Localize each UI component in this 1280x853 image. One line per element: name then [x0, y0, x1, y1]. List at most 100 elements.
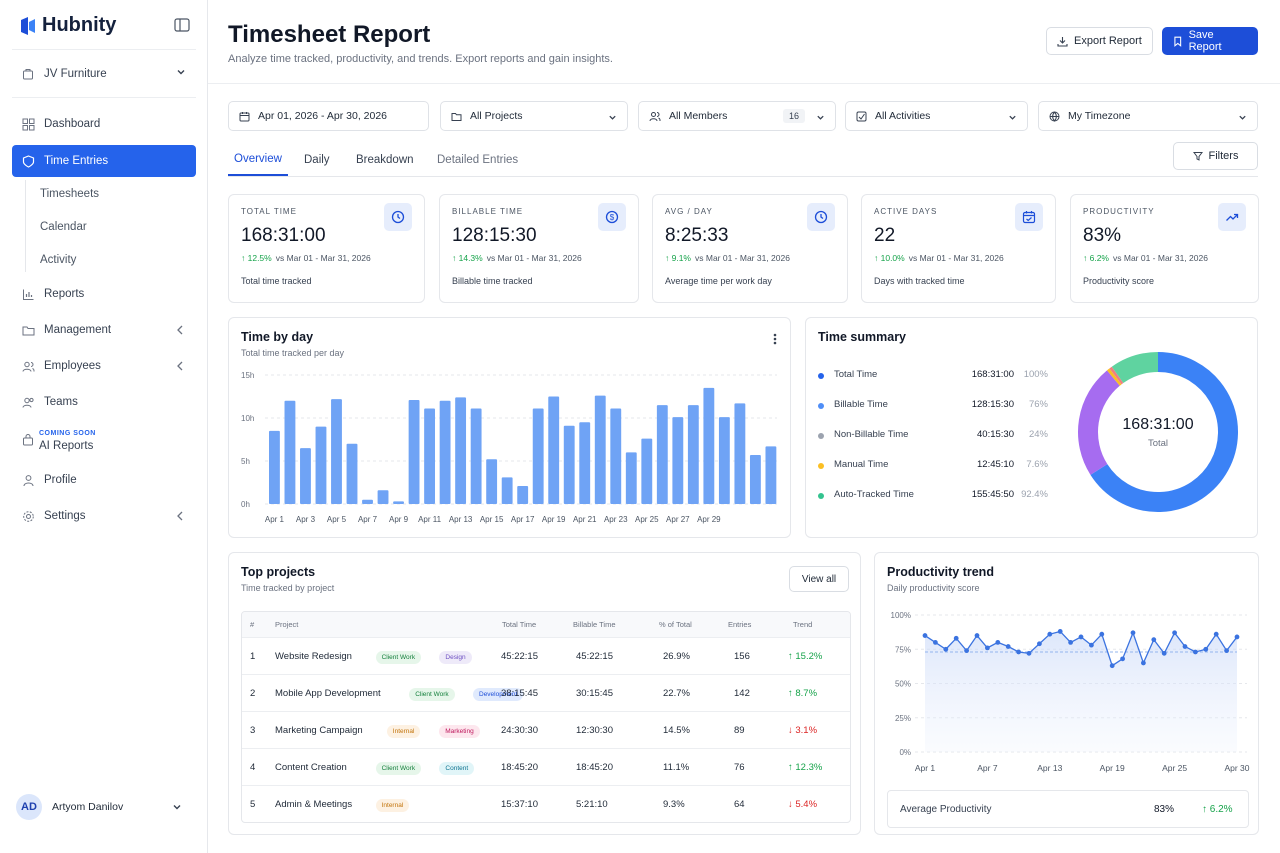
page-subtitle: Analyze time tracked, productivity, and …	[228, 53, 613, 65]
legend-pct: 7.6%	[1026, 459, 1048, 470]
nav-reports[interactable]: Reports	[12, 278, 196, 310]
users-icon	[22, 361, 35, 372]
percent-of-total: 26.9%	[663, 651, 690, 662]
bar	[672, 417, 684, 504]
row-index: 4	[250, 762, 256, 773]
trend-point	[985, 645, 990, 651]
projects-filter[interactable]: All Projects	[440, 101, 628, 131]
total-time: 15:37:10	[501, 799, 538, 810]
bar	[315, 426, 327, 504]
total-time: 24:30:30	[501, 725, 538, 736]
nav-activity[interactable]: Activity	[40, 254, 77, 266]
calendar-check-icon	[1015, 203, 1043, 231]
stat-change-value: ↑ 10.0%	[874, 253, 905, 263]
legend-auto-tracked-time: Auto-Tracked Time 155:45:50 92.4%	[818, 489, 1048, 503]
folder-icon	[451, 112, 462, 121]
collapse-sidebar-icon[interactable]	[174, 18, 190, 32]
table-row[interactable]: 3 Marketing Campaign Internal Marketing 24:3…	[242, 711, 850, 748]
legend-dot	[818, 373, 824, 379]
app-logo[interactable]: Hubnity	[18, 14, 116, 37]
nav-timesheets[interactable]: Timesheets	[40, 188, 100, 200]
view-all-button[interactable]: View all	[789, 566, 849, 592]
tab-breakdown[interactable]: Breakdown	[356, 153, 414, 166]
nav-employees[interactable]: Employees	[12, 350, 196, 382]
entries-count: 156	[734, 651, 750, 662]
nav-ai-reports[interactable]: AI Reports	[39, 440, 94, 452]
card-title: Productivity trend	[887, 565, 994, 579]
top-projects-card: Top projects Time tracked by project Vie…	[228, 552, 861, 835]
tab-detailed-entries[interactable]: Detailed Entries	[437, 153, 519, 166]
productivity-trend-card: Productivity trend Daily productivity sc…	[874, 552, 1259, 835]
table-row[interactable]: 2 Mobile App Development Client Work Develo…	[242, 674, 850, 711]
export-report-button[interactable]: Export Report	[1046, 27, 1153, 55]
filters-button[interactable]: Filters	[1173, 142, 1258, 170]
trend-point	[1037, 641, 1042, 647]
avg-label: Average Productivity	[900, 804, 992, 815]
chevron-down-icon	[1239, 115, 1246, 120]
y-tick-label: 15h	[241, 371, 254, 380]
total-time: 18:45:20	[501, 762, 538, 773]
user-menu[interactable]: AD Artyom Danilov	[16, 793, 192, 821]
legend-time: 168:31:00	[971, 369, 1014, 380]
nav-dashboard[interactable]: Dashboard	[12, 108, 196, 140]
trend-point	[933, 640, 938, 645]
bar	[439, 400, 451, 504]
stat-desc: Days with tracked time	[874, 276, 965, 286]
nav-calendar[interactable]: Calendar	[40, 221, 87, 233]
trend-point	[1089, 642, 1094, 648]
nav-management[interactable]: Management	[12, 314, 196, 346]
stat-card-productivity: PRODUCTIVITY 83% ↑ 6.2% vs Mar 01 - Mar 3…	[1070, 194, 1259, 303]
x-tick-label: Apr 25	[1162, 763, 1187, 773]
export-label: Export Report	[1074, 35, 1142, 47]
avg-trend: ↑ 6.2%	[1202, 804, 1233, 815]
bar	[362, 499, 373, 504]
table-row[interactable]: 5 Admin & Meetings Internal 15:37:10 5:21:10…	[242, 785, 850, 822]
project-tag: Client Work	[409, 688, 455, 701]
table-header: # Project Total Time Billable Time % of …	[242, 612, 850, 637]
bar-chart-icon	[23, 289, 34, 300]
nav-profile[interactable]: Profile	[12, 464, 196, 496]
tab-overview[interactable]: Overview	[228, 143, 288, 176]
trend-point	[1234, 634, 1240, 640]
nav-time-entries[interactable]: Time Entries	[12, 145, 196, 177]
chevron-left-icon	[177, 325, 183, 335]
stat-value: 83%	[1083, 225, 1122, 246]
tab-daily[interactable]: Daily	[304, 153, 330, 166]
bar	[455, 397, 467, 504]
more-options-icon[interactable]	[772, 332, 778, 346]
trend-point	[1193, 649, 1198, 655]
save-report-button[interactable]: Save Report	[1162, 27, 1258, 55]
col-header: #	[250, 620, 255, 629]
trend-value: ↑ 12.3%	[788, 762, 823, 773]
nav-label: Settings	[44, 510, 86, 522]
members-count-badge: 16	[782, 109, 805, 123]
trend-point	[1182, 644, 1188, 649]
stat-change-value: ↑ 9.1%	[665, 253, 691, 263]
trend-point	[1057, 629, 1063, 634]
legend-dot	[818, 463, 824, 469]
bar	[331, 399, 342, 504]
stat-value: 128:15:30	[452, 225, 537, 246]
stat-label: TOTAL TIME	[241, 207, 297, 216]
members-filter[interactable]: All Members 16	[638, 101, 836, 131]
bar	[765, 446, 777, 504]
entries-count: 89	[734, 725, 745, 736]
nav-settings[interactable]: Settings	[12, 500, 196, 532]
chevron-down-icon	[609, 115, 616, 120]
y-tick-label: 75%	[895, 645, 911, 654]
x-tick-label: Apr 21	[573, 515, 597, 524]
table-row[interactable]: 1 Website Redesign Client Work Design 45:22:…	[242, 637, 850, 674]
nav-teams[interactable]: Teams	[12, 386, 196, 418]
nav-label: Management	[44, 324, 112, 336]
workspace-selector[interactable]: JV Furniture	[12, 58, 196, 90]
trend-point	[1151, 637, 1157, 643]
x-tick-label: Apr 1	[265, 515, 285, 524]
page-title: Timesheet Report	[228, 21, 431, 48]
table-row[interactable]: 4 Content Creation Client Work Content 18:45…	[242, 748, 850, 785]
activities-filter[interactable]: All Activities	[845, 101, 1028, 131]
date-range-picker[interactable]: Apr 01, 2026 - Apr 30, 2026	[228, 101, 429, 131]
header-divider	[208, 83, 1280, 84]
timezone-filter[interactable]: My Timezone	[1038, 101, 1258, 131]
legend-non-billable-time: Non-Billable Time 40:15:30 24%	[818, 429, 1048, 443]
legend-pct: 76%	[1028, 399, 1048, 410]
